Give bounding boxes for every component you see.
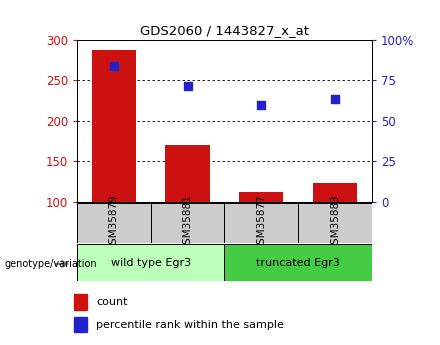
Text: truncated Egr3: truncated Egr3 (256, 258, 340, 267)
Bar (92, 50, 136, 202)
Text: GSM35883: GSM35883 (330, 195, 340, 251)
Text: wild type Egr3: wild type Egr3 (110, 258, 191, 267)
Bar (165, 145, 209, 202)
Text: GSM35879: GSM35879 (109, 195, 119, 251)
Bar (77, 244, 224, 281)
Bar (313, 183, 357, 202)
Bar (74, 294, 87, 310)
Title: GDS2060 / 1443827_x_at: GDS2060 / 1443827_x_at (140, 24, 309, 37)
Text: percentile rank within the sample: percentile rank within the sample (96, 320, 284, 330)
Bar (239, 192, 283, 202)
Text: GSM35877: GSM35877 (256, 195, 266, 251)
Bar (224, 203, 298, 243)
Bar (224, 244, 372, 281)
Point (331, 96, 338, 102)
Point (184, 83, 191, 89)
Bar (74, 317, 87, 333)
Bar (298, 203, 372, 243)
Text: genotype/variation: genotype/variation (4, 259, 97, 269)
Text: count: count (96, 297, 128, 307)
Point (110, 63, 117, 68)
Point (258, 102, 265, 107)
Bar (77, 203, 150, 243)
Text: GSM35881: GSM35881 (183, 195, 193, 251)
Bar (150, 203, 224, 243)
